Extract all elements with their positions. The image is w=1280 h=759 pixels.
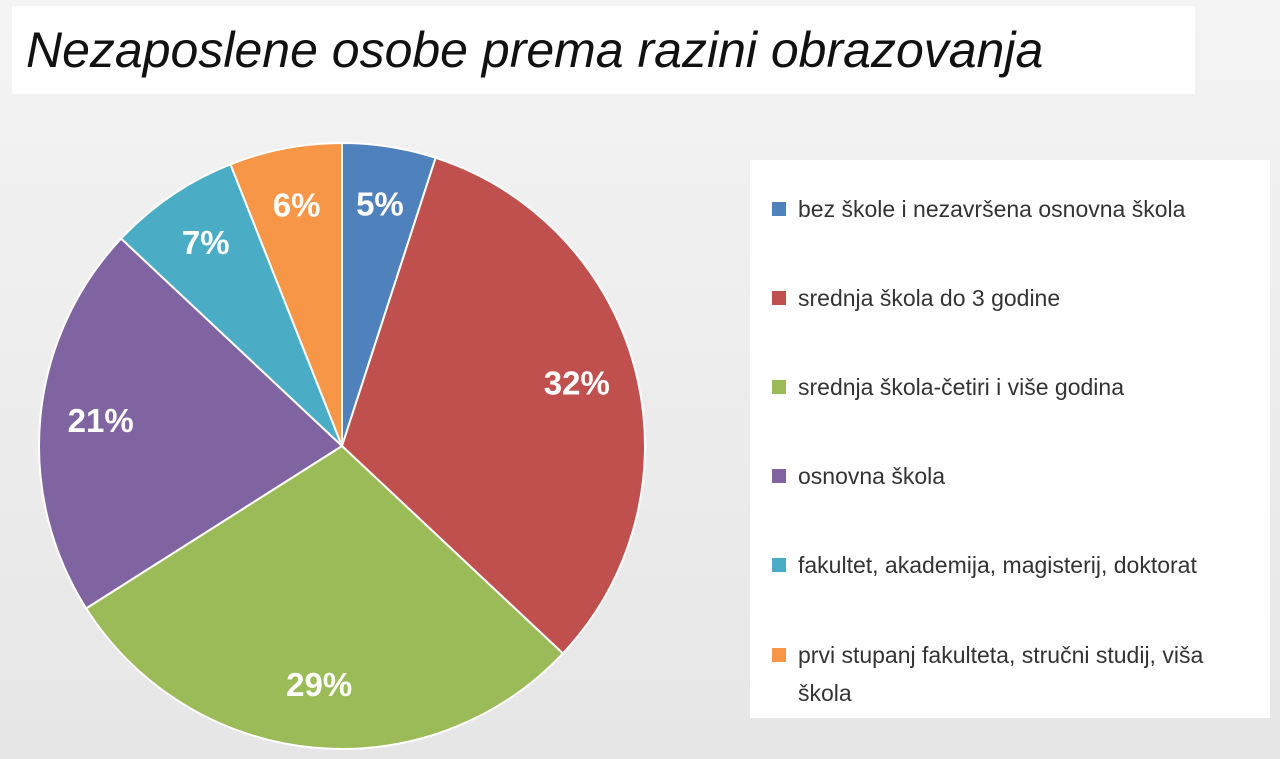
- legend-swatch: [772, 558, 786, 572]
- legend-swatch: [772, 291, 786, 305]
- data-label: 29%: [286, 666, 352, 703]
- pie-slice: [229, 141, 343, 447]
- legend-label: fakultet, akademija, magisterij, doktora…: [798, 552, 1197, 578]
- legend-swatch: [772, 469, 786, 483]
- pie-slice: [119, 162, 343, 447]
- data-label: 21%: [68, 402, 134, 439]
- data-label: 7%: [182, 224, 230, 261]
- data-label: 5%: [356, 185, 404, 222]
- legend-label: bez škole i nezavršena osnovna škola: [798, 196, 1186, 222]
- pie-slice: [84, 444, 565, 750]
- legend-label: osnovna škola: [798, 463, 946, 489]
- legend-label: srednja škola do 3 godine: [798, 285, 1061, 311]
- pie-slice: [340, 156, 646, 655]
- legend-label: srednja škola-četiri i više godina: [798, 374, 1124, 400]
- legend-label: prvi stupanj fakulteta, stručni studij, …: [798, 642, 1204, 706]
- legend-swatch: [772, 202, 786, 216]
- legend-swatch: [772, 380, 786, 394]
- data-label: 32%: [544, 364, 610, 401]
- pie-slice: [38, 237, 344, 610]
- legend-swatch: [772, 648, 786, 662]
- chart-title: Nezaposlene osobe prema razini obrazovan…: [12, 6, 1195, 94]
- data-label: 6%: [273, 187, 321, 224]
- legend: bez škole i nezavršena osnovna škola sred…: [750, 160, 1270, 718]
